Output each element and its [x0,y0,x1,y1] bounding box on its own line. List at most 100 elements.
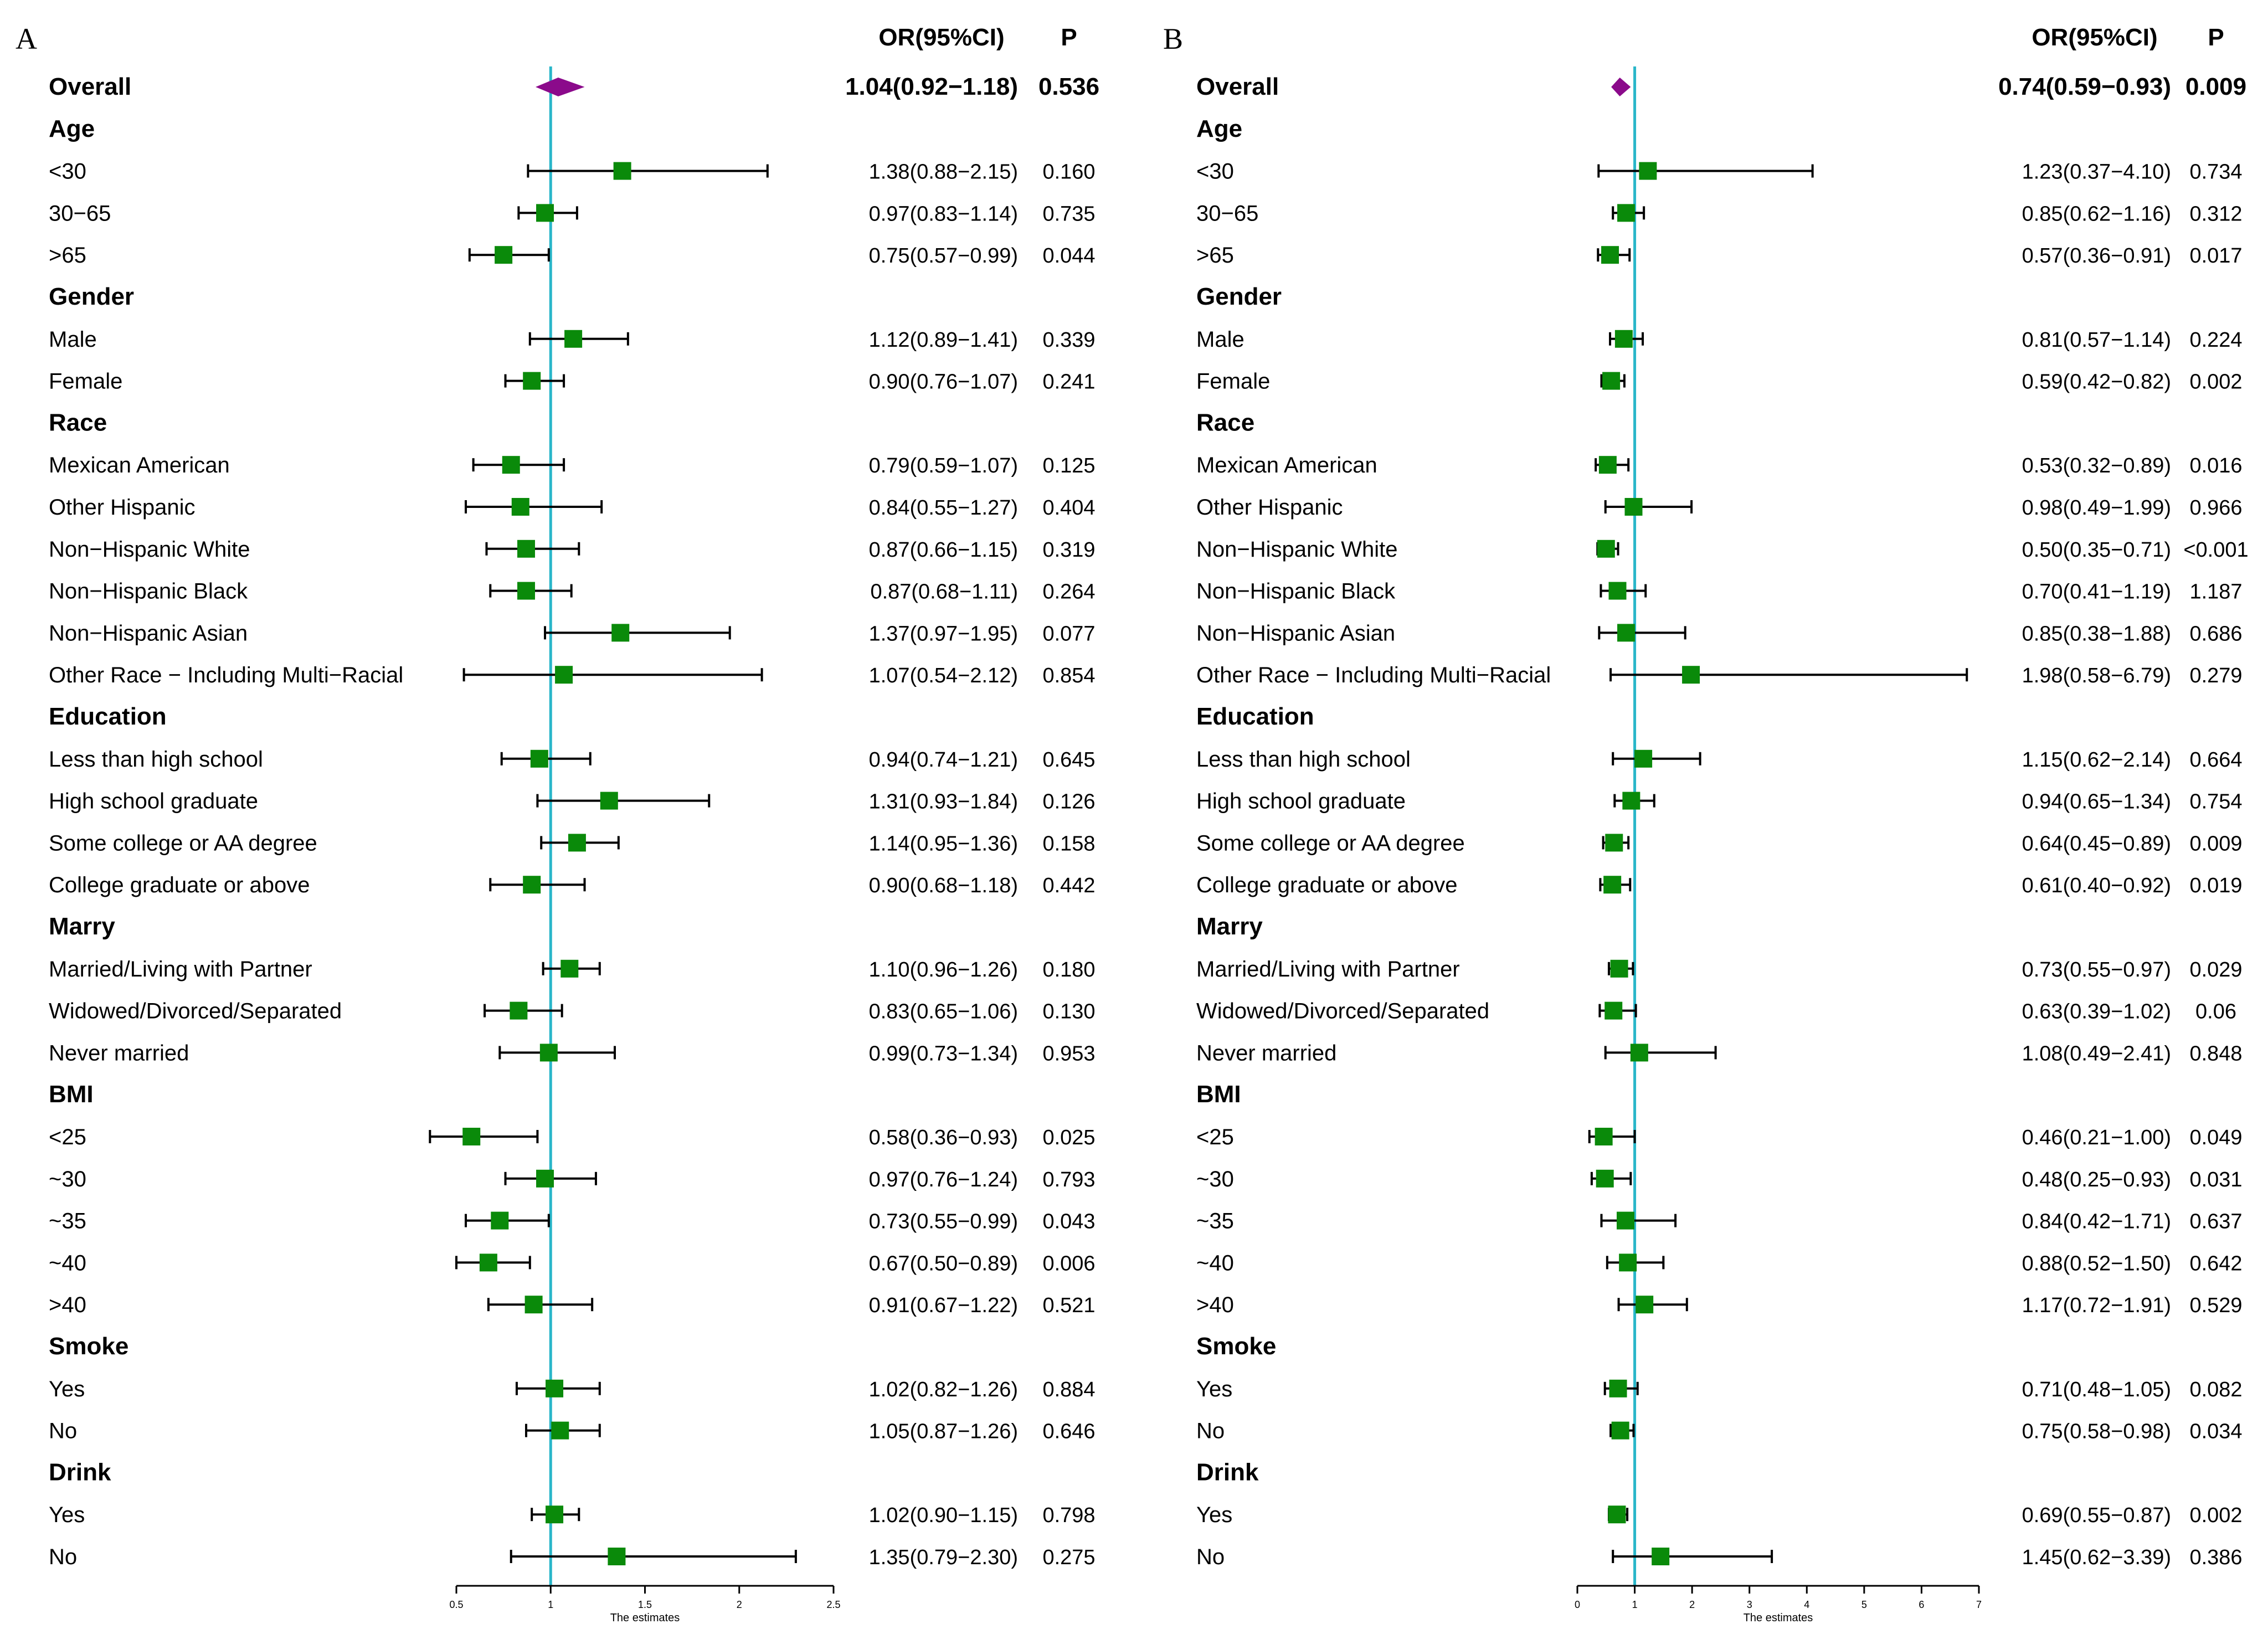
p-value: 0.029 [2189,958,2242,982]
point-estimate-marker [462,1128,481,1145]
point-estimate-marker [536,204,554,222]
group-header-label: Gender [1196,283,1282,310]
point-estimate-marker [1604,1001,1623,1020]
p-value: 0.034 [2189,1420,2242,1443]
p-value: 0.884 [1042,1378,1095,1401]
point-estimate-marker [502,456,520,474]
subgroup-label: ~35 [49,1209,86,1234]
subgroup-label: >65 [49,243,86,268]
or-ci-value: 0.85(0.62−1.16) [2022,202,2171,225]
subgroup-label: College graduate or above [1196,873,1457,897]
p-value: 0.043 [1042,1210,1095,1234]
p-value: 0.180 [1042,958,1095,982]
or-ci-value: 1.15(0.62−2.14) [2022,748,2171,772]
or-ci-value: 0.75(0.58−0.98) [2022,1420,2171,1443]
p-value: 0.130 [1042,1000,1095,1024]
or-ci-value: 1.07(0.54−2.12) [869,664,1018,687]
overall-diamond [536,78,585,96]
or-ci-value: 0.74(0.59−0.93) [1998,73,2171,100]
p-value: 0.848 [2189,1042,2242,1065]
subgroup-label: Some college or AA degree [1196,831,1465,855]
panel-letter: B [1163,22,1183,55]
subgroup-label: Other Race − Including Multi−Racial [49,663,403,687]
p-value: 0.734 [2189,161,2242,184]
p-value: 0.664 [2189,748,2242,772]
point-estimate-marker [1682,666,1700,684]
or-ci-value: 0.46(0.21−1.00) [2022,1126,2171,1149]
p-value: 0.953 [1042,1042,1095,1065]
p-value: 0.637 [2189,1210,2242,1234]
x-tick-label: 6 [1919,1599,1924,1610]
p-value: 0.521 [1042,1294,1095,1317]
p-value: 0.125 [1042,454,1095,477]
subgroup-label: >40 [49,1293,86,1317]
or-ci-value: 0.90(0.68−1.18) [869,874,1018,897]
point-estimate-marker [1624,498,1643,516]
subgroup-label: Non−Hispanic Asian [49,621,248,645]
p-value: 0.319 [1042,538,1095,562]
subgroup-label: Married/Living with Partner [49,957,312,982]
p-value: <0.001 [2183,538,2248,562]
subgroup-label: <30 [49,160,86,184]
point-estimate-marker [1608,1505,1626,1524]
point-estimate-marker [1622,792,1640,810]
p-value: 0.404 [1042,496,1095,520]
subgroup-label: Married/Living with Partner [1196,957,1460,982]
x-tick-label: 4 [1804,1599,1809,1610]
or-ci-value: 0.81(0.57−1.14) [2022,328,2171,352]
or-ci-value: 0.48(0.25−0.93) [2022,1168,2171,1191]
subgroup-label: No [49,1545,77,1569]
subgroup-label: Female [49,369,122,394]
or-ci-value: 0.71(0.48−1.05) [2022,1378,2171,1401]
subgroup-label: ~40 [49,1251,86,1275]
subgroup-label: Other Hispanic [49,495,196,520]
subgroup-label: Widowed/Divorced/Separated [1196,999,1489,1024]
point-estimate-marker [1652,1548,1670,1565]
subgroup-label: Non−Hispanic Black [49,579,248,604]
or-ci-value: 0.75(0.57−0.99) [869,244,1018,268]
p-value: 0.529 [2189,1294,2242,1317]
or-ci-value: 1.23(0.37−4.10) [2022,161,2171,184]
x-tick-label: 1.5 [638,1599,652,1610]
subgroup-label: Widowed/Divorced/Separated [49,999,342,1024]
or-ci-value: 1.17(0.72−1.91) [2022,1294,2171,1317]
subgroup-label: No [1196,1545,1225,1569]
point-estimate-marker [530,749,548,768]
subgroup-label: >65 [1196,243,1234,268]
point-estimate-marker [1605,834,1623,852]
or-ci-value: 0.88(0.52−1.50) [2022,1252,2171,1275]
p-value: 1.187 [2189,580,2242,604]
or-ci-value: 1.31(0.93−1.84) [869,790,1018,814]
subgroup-label: No [1196,1419,1225,1443]
group-header-label: Drink [1196,1458,1259,1486]
or-ci-value: 0.63(0.39−1.02) [2022,1000,2171,1024]
p-value: 0.312 [2189,202,2242,225]
or-ci-value: 0.58(0.36−0.93) [869,1126,1018,1149]
point-estimate-marker [1609,1379,1627,1397]
point-estimate-marker [1602,372,1621,390]
subgroup-label: High school graduate [1196,789,1406,814]
subgroup-label: Non−Hispanic White [49,537,250,562]
or-ci-value: 0.90(0.76−1.07) [869,371,1018,394]
subgroup-label: ~30 [1196,1167,1234,1191]
group-header-label: Overall [49,73,131,100]
or-column-header: OR(95%CI) [2032,24,2157,51]
point-estimate-marker [546,1505,564,1524]
p-value: 0.279 [2189,664,2242,687]
point-estimate-marker [1619,1253,1637,1272]
or-ci-value: 0.50(0.35−0.71) [2022,538,2171,562]
point-estimate-marker [611,624,630,642]
p-value: 0.009 [2189,832,2242,855]
or-ci-value: 0.97(0.83−1.14) [869,202,1018,225]
point-estimate-marker [1610,959,1628,978]
group-header-label: Race [1196,409,1254,436]
or-ci-value: 0.53(0.32−0.89) [2022,454,2171,477]
point-estimate-marker [1598,456,1617,474]
group-header-label: Age [49,115,95,142]
point-estimate-marker [1617,624,1636,642]
point-estimate-marker [1630,1044,1648,1062]
subgroup-label: Some college or AA degree [49,831,317,855]
p-value: 0.160 [1042,161,1095,184]
or-ci-value: 1.04(0.92−1.18) [845,73,1018,100]
subgroup-label: Other Race − Including Multi−Racial [1196,663,1551,687]
